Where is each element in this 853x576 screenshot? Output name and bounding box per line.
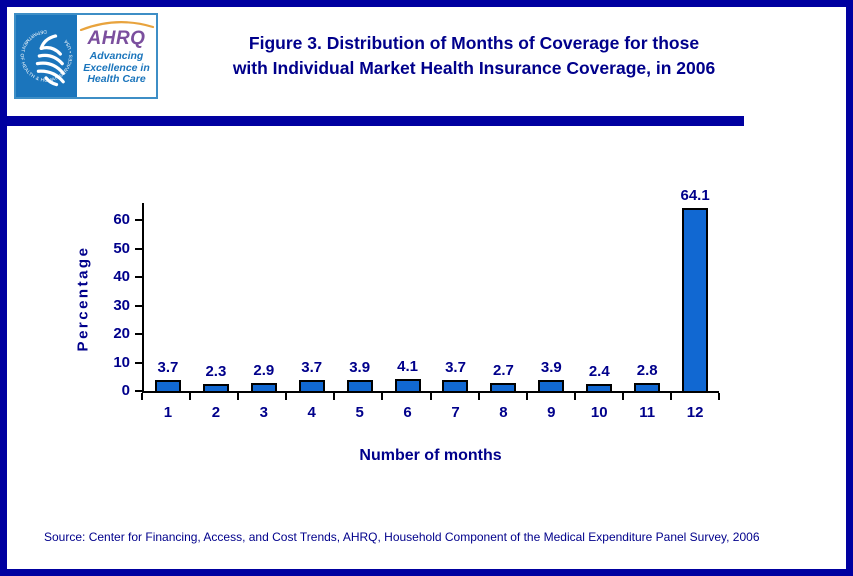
x-tick-mark (333, 393, 336, 400)
x-tick-mark (237, 393, 240, 400)
y-tick-label: 40 (113, 268, 130, 286)
bar (682, 208, 709, 391)
x-tick-mark (189, 393, 192, 400)
x-category-label: 4 (307, 404, 316, 421)
bar (538, 379, 565, 391)
figure-title-line-1: Figure 3. Distribution of Months of Cove… (248, 33, 700, 53)
y-axis-title: Percentage (74, 245, 92, 351)
hhs-eagle-icon: DEPARTMENT OF HEALTH & HUMAN SERVICES • … (17, 15, 76, 97)
bar-value-label: 3.7 (157, 359, 179, 377)
bar-slot: 2.8 (623, 203, 671, 391)
bar (202, 384, 229, 391)
bar (250, 382, 277, 391)
x-tick-mark (381, 393, 384, 400)
header-divider-bar (7, 116, 744, 126)
x-category-label: 9 (547, 404, 556, 421)
x-category-label: 11 (639, 404, 656, 421)
plot-area: 0 10 20 30 40 50 60 3.7 2.3 2.9 3.7 3.9 4.1 3.7 2.7 3.… (113, 188, 720, 421)
x-tick-mark (477, 393, 480, 400)
x-category-label: 8 (499, 404, 508, 421)
y-tick-mark (135, 247, 142, 250)
x-axis-title: Number of months (359, 447, 502, 464)
bar (394, 379, 421, 391)
bars: 3.7 2.3 2.9 3.7 3.9 4.1 3.7 2.7 3.9 2.4 2.8 64.1 (144, 188, 719, 391)
hhs-seal-icon: DEPARTMENT OF HEALTH & HUMAN SERVICES • … (16, 15, 77, 97)
bar (634, 383, 661, 391)
x-category-label: 3 (259, 404, 268, 421)
y-tick-mark (135, 333, 142, 336)
x-category-label: 12 (686, 404, 704, 421)
bar-value-label: 2.8 (636, 362, 658, 380)
y-tick-label: 0 (121, 382, 130, 399)
bar-slot: 2.9 (240, 203, 288, 391)
bar-value-label: 3.7 (301, 359, 323, 377)
tagline-line-1: Advancing (89, 50, 144, 62)
bar (586, 384, 613, 391)
bar-slot: 3.9 (336, 203, 384, 391)
x-tick-mark (429, 393, 432, 400)
ahrq-wordmark-panel: AHRQ Advancing Excellence in Health Care (77, 15, 156, 97)
orange-swoosh-icon (79, 21, 154, 31)
y-axis-title-wrap: Percentage (67, 203, 99, 393)
figure-title: Figure 3. Distribution of Months of Cove… (157, 31, 791, 81)
ahrq-acronym: AHRQ (87, 28, 146, 49)
bar-slot: 2.4 (575, 203, 623, 391)
y-tick-label: 10 (113, 353, 130, 371)
x-category-label: 2 (211, 404, 221, 421)
source-note: Source: Center for Financing, Access, an… (44, 530, 760, 544)
bar-value-label: 3.7 (445, 359, 466, 377)
bar-slot: 2.7 (479, 203, 527, 391)
bar-slot: 4.1 (384, 203, 432, 391)
x-tick-mark (141, 393, 143, 400)
bar-value-label: 4.1 (397, 358, 418, 376)
y-tick-mark (135, 276, 142, 279)
x-tick-mark (718, 393, 720, 400)
bar-value-label: 3.9 (540, 358, 562, 376)
bar-slot: 3.7 (432, 203, 480, 391)
bar-value-label: 2.7 (492, 362, 514, 380)
bar-slot: 2.3 (192, 203, 240, 391)
bar-value-label: 3.9 (349, 358, 371, 376)
bar (346, 379, 373, 391)
bar (490, 383, 517, 391)
x-category-label: 5 (355, 404, 364, 421)
bar-slot: 3.7 (288, 203, 336, 391)
bar-value-label: 2.3 (205, 363, 227, 381)
ahrq-hhs-logo: DEPARTMENT OF HEALTH & HUMAN SERVICES • … (14, 13, 158, 99)
bar-slot: 3.7 (144, 203, 192, 391)
x-tick-mark (669, 393, 672, 400)
y-tick-label: 60 (113, 211, 130, 229)
y-tick-label: 50 (113, 239, 130, 257)
x-tick-mark (285, 393, 288, 400)
y-tick-mark (135, 390, 142, 392)
figure-title-line-2: with Individual Market Health Insurance … (232, 58, 716, 78)
bar-value-label: 2.4 (588, 363, 610, 381)
y-tick-mark (135, 304, 142, 307)
ahrq-tagline: Advancing Excellence in Health Care (77, 50, 156, 86)
x-tick-mark (621, 393, 624, 400)
bar-value-label: 64.1 (680, 187, 710, 205)
bar-value-label: 2.9 (253, 361, 275, 379)
bar (154, 380, 181, 391)
bar-slot: 3.9 (527, 203, 575, 391)
x-axis-labels: 1 2 3 4 5 6 7 8 9 10 11 12 (144, 404, 719, 421)
bar-slot: 64.1 (671, 188, 719, 391)
y-tick-label: 20 (113, 325, 130, 343)
x-category-label: 7 (451, 404, 460, 421)
x-tick-mark (525, 393, 528, 400)
x-tick-mark (573, 393, 576, 400)
x-category-label: 10 (590, 404, 608, 421)
bar (298, 380, 325, 391)
y-tick-label: 30 (113, 296, 130, 314)
y-tick-mark (135, 219, 142, 222)
x-category-label: 6 (403, 404, 412, 421)
tagline-line-3: Health Care (87, 73, 146, 85)
x-category-label: 1 (163, 404, 173, 421)
x-axis-ticks (141, 391, 720, 400)
tagline-line-2: Excellence in (83, 61, 150, 74)
bar (442, 380, 469, 391)
